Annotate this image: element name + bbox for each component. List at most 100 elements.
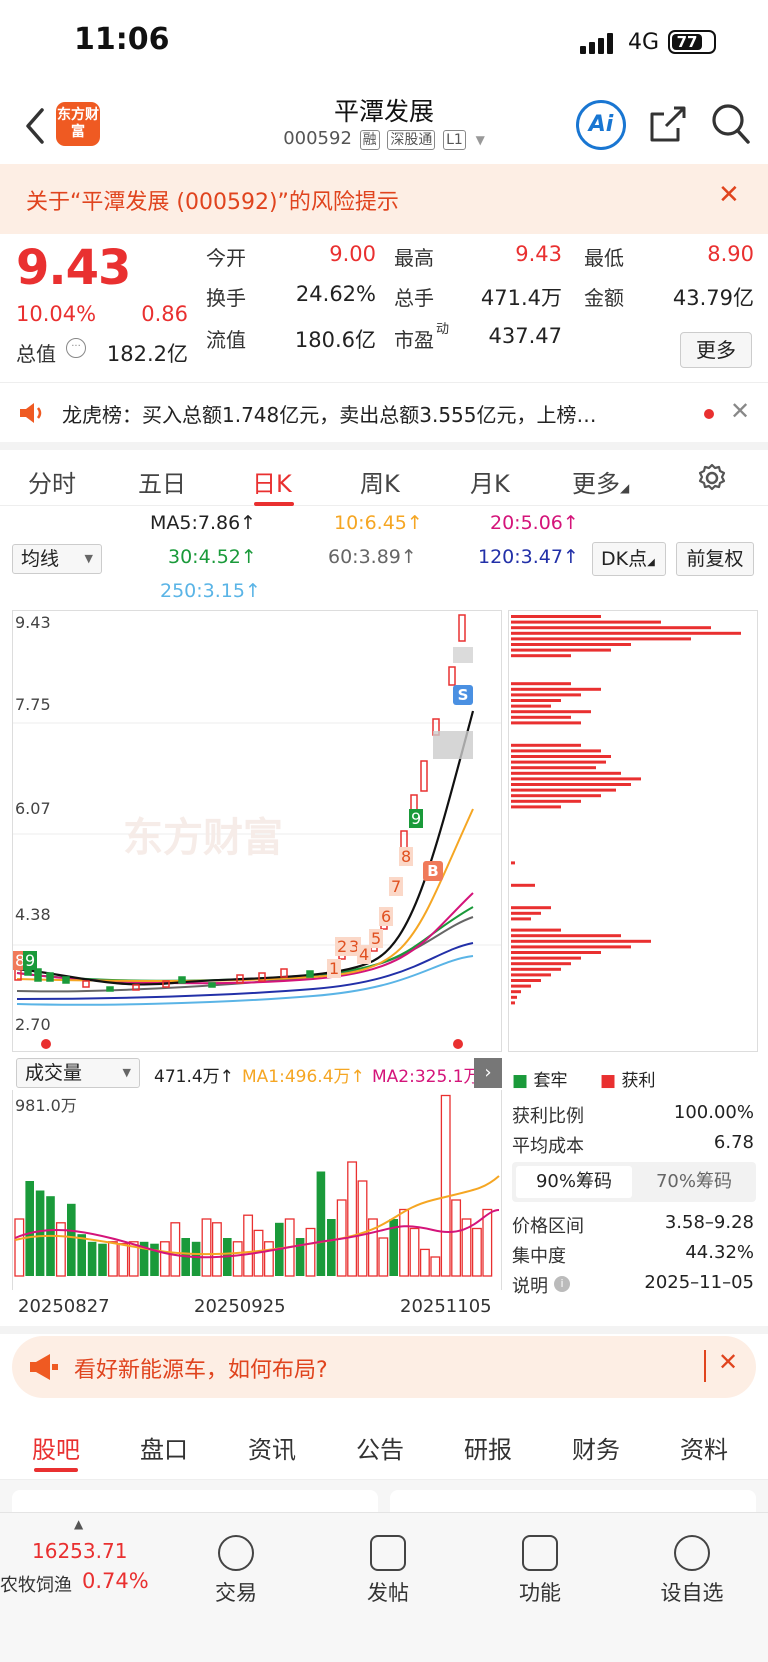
volume-ma2: MA2:325.1万	[372, 1067, 481, 1087]
quote-value: 471.4万	[480, 286, 562, 310]
concentration-label: 集中度	[512, 1246, 566, 1267]
price-range-label: 价格区间	[512, 1216, 584, 1237]
tab-weekly-k[interactable]: 周K	[360, 470, 400, 498]
expand-icon[interactable]: ›	[474, 1058, 502, 1088]
tab-announcements[interactable]: 公告	[356, 1436, 404, 1464]
price-axis-3: 6.07	[15, 799, 51, 818]
chip-bar	[511, 928, 561, 932]
event-dot[interactable]	[41, 1039, 51, 1049]
index-name[interactable]: 农牧饲渔	[0, 1575, 72, 1596]
volume-bar	[347, 1161, 358, 1277]
info-icon[interactable]: i	[554, 1276, 570, 1292]
chip-bar	[511, 799, 581, 803]
volume-bar	[211, 1222, 222, 1277]
quote-value: 24.62%	[295, 282, 376, 306]
quote-label: 最高	[394, 246, 434, 270]
search-icon[interactable]	[710, 102, 752, 146]
tab-research[interactable]: 研报	[464, 1436, 512, 1464]
chip-stats: ■ 套牢 ■ 获利 获利比例 100.00% 平均成本 6.78 90%筹码 7…	[508, 1058, 758, 1318]
count-mark: 2	[335, 937, 350, 956]
dropdown-icon: ▼	[84, 552, 93, 565]
add-watchlist-button[interactable]: 设自选	[642, 1535, 742, 1607]
chip-bar	[511, 990, 521, 994]
index-value[interactable]: 16253.71	[32, 1539, 128, 1563]
tab-forum[interactable]: 股吧	[32, 1436, 80, 1464]
chip-bar	[511, 956, 581, 960]
volume-header: 成交量 ▼ 471.4万↑ MA1:496.4万↑ MA2:325.1万 ›	[12, 1058, 502, 1092]
volume-bar	[159, 1241, 170, 1277]
chip-bar	[511, 783, 631, 786]
event-dot[interactable]	[453, 1039, 463, 1049]
stock-code-line[interactable]: 000592 融 深股通 L1 ▼	[0, 128, 768, 150]
close-icon[interactable]: ✕	[730, 397, 751, 425]
quote-label: 总手	[394, 286, 434, 310]
back-icon[interactable]	[22, 106, 48, 146]
share-icon[interactable]	[648, 102, 688, 146]
indicator-select[interactable]: 均线 ▼	[12, 544, 102, 574]
dk-point-button[interactable]: DK点◢	[592, 542, 666, 576]
tag-connect: 深股通	[387, 130, 436, 150]
chip-bar	[511, 788, 616, 792]
tab-news[interactable]: 资讯	[248, 1436, 296, 1464]
volume-axis-max: 981.0万	[15, 1096, 77, 1115]
tab-monthly-k[interactable]: 月K	[470, 470, 510, 498]
tab-profile[interactable]: 资料	[680, 1436, 728, 1464]
volume-chart[interactable]: 981.0万	[12, 1090, 502, 1290]
info-icon[interactable]: ···	[66, 338, 86, 358]
ticker-text[interactable]: 龙虎榜：买入总额1.748亿元，卖出总额3.555亿元，上榜…	[62, 403, 597, 427]
tab-intraday[interactable]: 分时	[28, 470, 76, 498]
adjust-button[interactable]: 前复权	[676, 542, 754, 576]
promo-text[interactable]: 看好新能源车，如何布局?	[74, 1358, 328, 1383]
battery-level: 77	[672, 33, 702, 51]
quote-label-total: 总值	[16, 342, 56, 366]
risk-banner[interactable]: 关于“平潭发展 (000592)”的风险提示 ✕	[0, 164, 768, 234]
profit-ratio-label: 获利比例	[512, 1106, 584, 1127]
close-icon[interactable]: ✕	[718, 180, 740, 210]
buy-signal-mark[interactable]: B	[423, 861, 443, 881]
tab-order-book[interactable]: 盘口	[140, 1436, 188, 1464]
add-watchlist-label: 设自选	[660, 1581, 724, 1605]
sell-signal-mark[interactable]: S	[453, 685, 473, 705]
promo-banner[interactable]: 看好新能源车，如何布局? ✕	[12, 1336, 756, 1398]
volume-bar	[67, 1203, 76, 1276]
tab-90-chips[interactable]: 90%筹码	[516, 1166, 632, 1198]
price-axis-2: 7.75	[15, 695, 51, 714]
ai-button[interactable]: Ai	[576, 100, 626, 150]
stock-name: 平潭发展	[333, 97, 434, 126]
chip-distribution[interactable]	[508, 610, 758, 1052]
quote-label: 今开	[206, 246, 246, 270]
close-icon[interactable]: ✕	[718, 1348, 739, 1376]
chip-bar	[511, 973, 551, 977]
volume-indicator-select[interactable]: 成交量 ▼	[16, 1058, 140, 1088]
tab-financials[interactable]: 财务	[572, 1436, 620, 1464]
more-dots-icon	[674, 1535, 710, 1571]
post-button[interactable]: 发帖	[338, 1535, 438, 1607]
volume-bar	[201, 1218, 212, 1277]
dropdown-icon[interactable]: ▼	[475, 133, 485, 147]
tab-70-chips[interactable]: 70%筹码	[655, 1171, 732, 1192]
quote-label: 换手	[206, 286, 246, 310]
volume-bar	[409, 1227, 420, 1277]
chip-bar	[511, 654, 571, 658]
tab-daily-k[interactable]: 日K	[252, 470, 292, 498]
volume-bar	[77, 1234, 86, 1276]
tab-more[interactable]: 更多◢	[572, 464, 629, 499]
count-mark: 6	[379, 907, 394, 926]
chip-bar	[511, 771, 621, 775]
tab-five-day[interactable]: 五日	[138, 470, 186, 498]
count-mark: 8	[399, 847, 414, 866]
more-button[interactable]: 更多	[680, 332, 752, 368]
functions-button[interactable]: 功能	[490, 1535, 590, 1607]
trade-button[interactable]: 交易	[186, 1535, 286, 1607]
news-ticker[interactable]: 龙虎榜：买入总额1.748亿元，卖出总额3.555亿元，上榜… ✕	[0, 382, 768, 442]
ma120-value: 120:3.47↑	[478, 546, 579, 568]
avg-cost-value: 6.78	[713, 1132, 754, 1153]
ma20-value: 20:5.06↑	[490, 512, 579, 534]
app-logo[interactable]: 东方财富	[56, 102, 100, 146]
kline-chart[interactable]: 东方财富	[12, 610, 502, 1052]
count-mark: 5	[369, 929, 384, 948]
settings-gear-icon[interactable]	[696, 462, 728, 494]
volume-bar	[232, 1241, 243, 1277]
risk-text[interactable]: 关于“平潭发展 (000592)”的风险提示	[26, 190, 399, 215]
stock-code: 000592	[283, 128, 352, 149]
